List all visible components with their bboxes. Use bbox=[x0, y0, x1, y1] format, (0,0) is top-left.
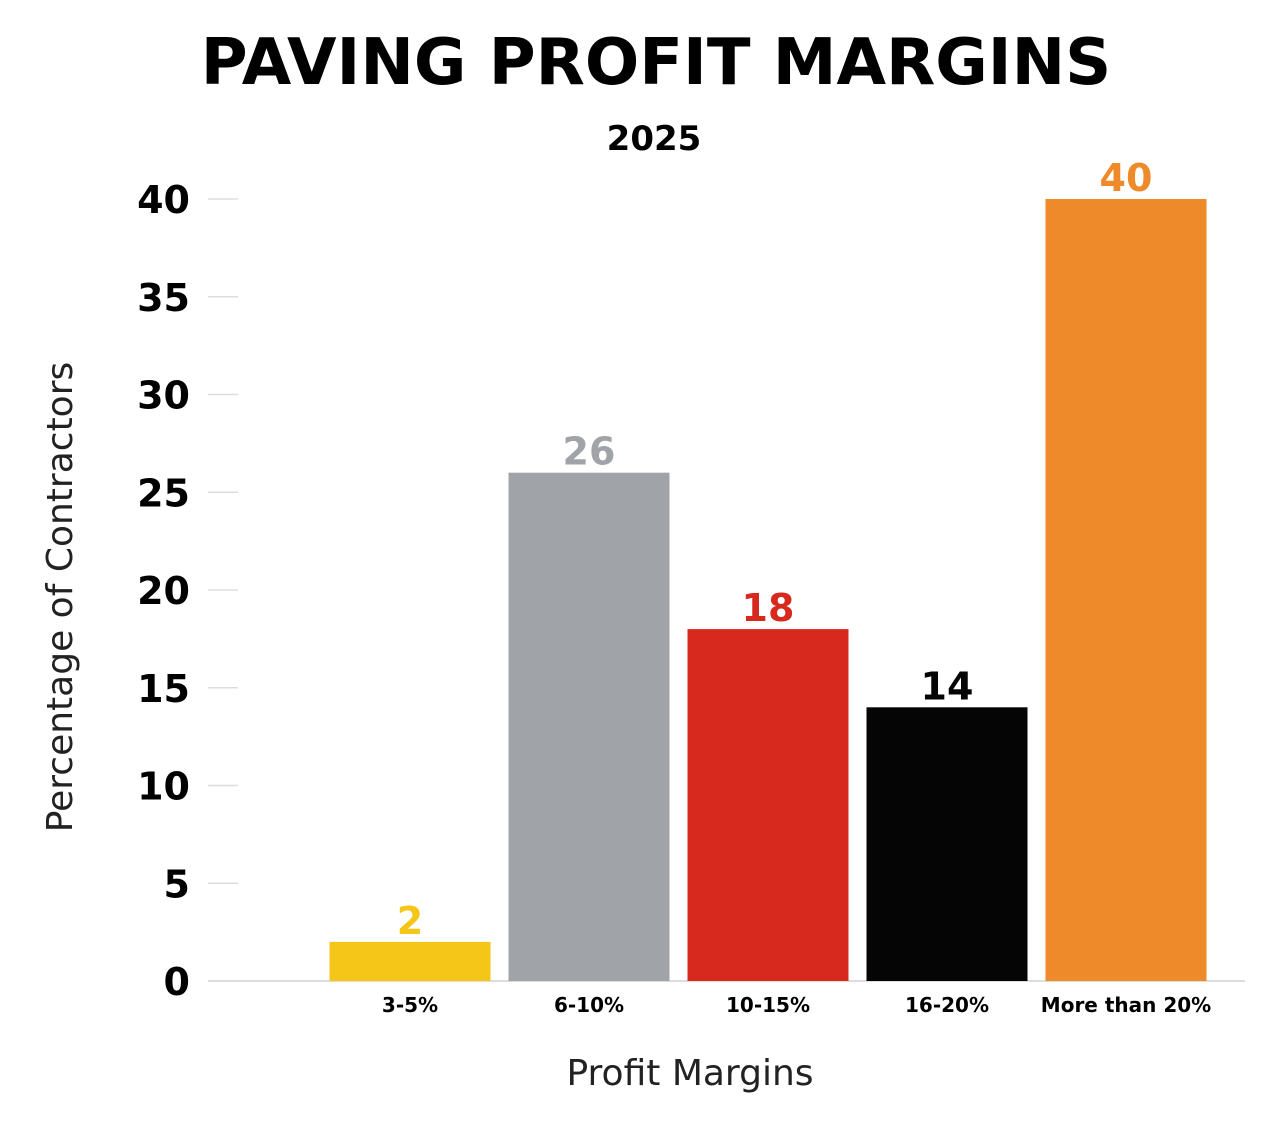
y-tick-label: 20 bbox=[137, 569, 190, 613]
x-tick-label: 6-10% bbox=[554, 993, 624, 1017]
data-label: 26 bbox=[563, 430, 616, 474]
y-axis-ticks: 0 5 10 15 20 25 30 35 40 bbox=[137, 178, 190, 1004]
x-axis-ticks: 3-5% 6-10% 10-15% 16-20% More than 20% bbox=[382, 993, 1211, 1017]
data-label: 2 bbox=[397, 899, 423, 943]
gridlines bbox=[208, 198, 238, 884]
y-tick-label: 5 bbox=[164, 862, 190, 906]
data-label: 14 bbox=[921, 664, 974, 708]
y-axis-label: Percentage of Contractors bbox=[40, 362, 81, 833]
x-tick-label: 16-20% bbox=[905, 993, 989, 1017]
y-tick-label: 40 bbox=[137, 178, 190, 222]
bar bbox=[508, 472, 670, 981]
bar bbox=[687, 629, 849, 981]
x-axis-label: Profit Margins bbox=[566, 1053, 813, 1094]
x-tick-label: 10-15% bbox=[726, 993, 810, 1017]
y-tick-label: 15 bbox=[137, 667, 190, 711]
y-tick-label: 25 bbox=[137, 471, 190, 515]
y-tick-label: 30 bbox=[137, 374, 190, 418]
bar bbox=[1045, 199, 1207, 981]
x-tick-label: 3-5% bbox=[382, 993, 438, 1017]
bars bbox=[329, 199, 1207, 981]
value-labels: 2 26 18 14 40 bbox=[397, 156, 1153, 943]
bar bbox=[329, 941, 491, 981]
chart-subtitle: 2025 bbox=[607, 119, 702, 159]
data-label: 40 bbox=[1100, 156, 1153, 200]
chart-title: PAVING PROFIT MARGINS bbox=[201, 26, 1112, 100]
x-tick-label: More than 20% bbox=[1041, 993, 1211, 1017]
y-tick-label: 35 bbox=[137, 276, 190, 320]
y-tick-label: 10 bbox=[137, 765, 190, 809]
data-label: 18 bbox=[742, 586, 795, 630]
bar bbox=[866, 707, 1028, 981]
y-tick-label: 0 bbox=[164, 960, 190, 1004]
